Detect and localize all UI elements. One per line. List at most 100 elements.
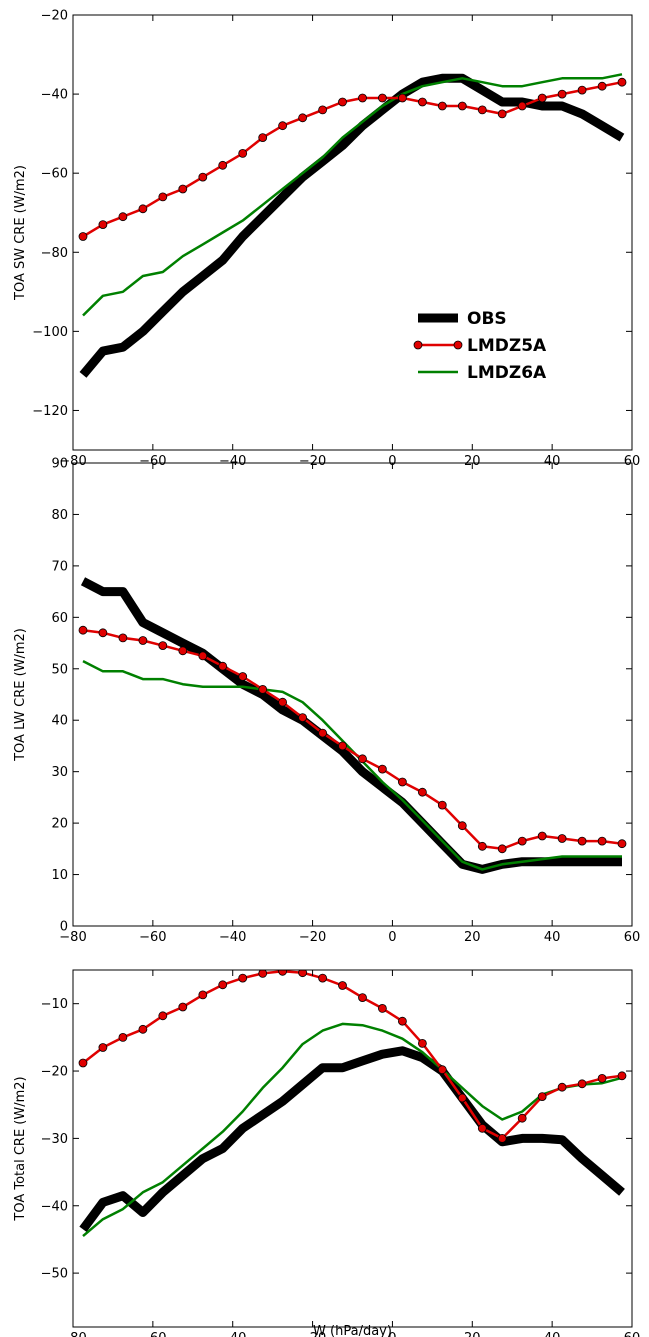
series-line-lmdz6a <box>82 73 623 317</box>
legend-marker <box>453 340 463 350</box>
data-point-lmdz5a <box>437 101 447 111</box>
x-axis-label: W (hPa/day) <box>313 1324 392 1337</box>
y-tick-label: −20 <box>41 1065 68 1080</box>
y-tick-label: −10 <box>41 997 68 1012</box>
data-point-lmdz5a <box>457 821 467 831</box>
data-point-lmdz5a <box>358 754 367 764</box>
legend-label-lmdz6a: LMDZ6A <box>467 363 547 383</box>
data-point-lmdz5a <box>338 741 347 751</box>
y-tick-label: −30 <box>41 1132 68 1147</box>
data-point-lmdz5a <box>457 101 467 111</box>
x-tick-label: 20 <box>464 930 481 945</box>
data-point-lmdz5a <box>557 89 567 99</box>
data-point-lmdz5a <box>198 990 208 1000</box>
data-point-lmdz5a <box>537 93 547 103</box>
chart-panel-1: −80 −60 −40 −20 0 20 40 60 −120 −100 −80 −60 −40 −20 T… <box>13 9 640 470</box>
x-tick-label: 0 <box>388 1331 396 1337</box>
data-point-lmdz5a <box>377 1004 387 1013</box>
data-point-lmdz5a <box>318 973 328 983</box>
data-point-lmdz5a <box>577 1079 587 1089</box>
x-tick-label: −20 <box>299 454 326 469</box>
data-point-lmdz5a <box>497 844 507 854</box>
data-point-lmdz5a <box>298 713 308 722</box>
data-point-lmdz5a <box>218 160 228 170</box>
x-tick-label: −60 <box>139 1331 166 1337</box>
x-tick-label: 40 <box>544 454 561 469</box>
x-tick-label: −60 <box>139 930 166 945</box>
x-tick-label: 20 <box>464 454 481 469</box>
data-point-lmdz5a <box>158 192 168 202</box>
y-tick-label: 20 <box>51 817 68 832</box>
data-point-lmdz5a <box>417 1039 427 1048</box>
data-point-lmdz5a <box>477 841 487 851</box>
y-tick-label: −20 <box>41 9 68 24</box>
data-point-lmdz5a <box>138 1024 148 1034</box>
y-tick-label: −100 <box>32 325 68 340</box>
y-axis-label: TOA SW CRE (W/m2) <box>13 165 28 301</box>
data-point-lmdz5a <box>298 113 308 123</box>
data-point-lmdz5a <box>98 220 108 230</box>
data-point-lmdz5a <box>78 625 88 635</box>
data-point-lmdz5a <box>597 836 607 846</box>
data-point-lmdz5a <box>138 204 148 214</box>
legend-label-lmdz5a: LMDZ5A <box>467 336 547 356</box>
series-group <box>78 970 627 1238</box>
y-tick-label: −50 <box>41 1267 68 1282</box>
data-point-lmdz5a <box>318 728 328 738</box>
series-line-obs <box>80 577 622 874</box>
y-tick-label: 80 <box>51 508 68 523</box>
data-point-lmdz5a <box>437 800 447 810</box>
y-tick-label: −60 <box>41 167 68 182</box>
chart-panel-2: −80 −60 −40 −20 0 20 40 60 0 10 20 30 40 50 60 70 80 90 TO… <box>13 457 640 946</box>
data-point-lmdz5a <box>178 1002 188 1012</box>
x-tick-label: −80 <box>59 454 86 469</box>
series-group <box>78 577 627 874</box>
data-point-lmdz5a <box>278 970 287 976</box>
data-point-lmdz5a <box>517 1113 527 1123</box>
legend: OBS LMDZ5A LMDZ6A <box>413 309 547 383</box>
x-tick-label: −60 <box>139 454 166 469</box>
data-point-lmdz5a <box>118 633 128 643</box>
plot-frame <box>72 969 633 1328</box>
data-point-lmdz5a <box>358 93 367 103</box>
data-point-lmdz5a <box>397 1016 407 1026</box>
x-tick-label: 0 <box>388 930 396 945</box>
data-point-lmdz5a <box>477 105 487 115</box>
x-tick-label: 60 <box>624 1331 641 1337</box>
series-line-obs <box>79 73 625 378</box>
series-line-lmdz5a <box>82 80 623 238</box>
data-point-lmdz5a <box>497 109 507 119</box>
data-point-lmdz5a <box>377 93 387 103</box>
data-point-lmdz5a <box>178 646 188 656</box>
data-point-lmdz5a <box>457 1093 467 1103</box>
data-point-lmdz5a <box>338 981 347 990</box>
y-tick-label: 60 <box>51 611 68 626</box>
x-tick-label: −20 <box>299 1331 326 1337</box>
data-point-lmdz5a <box>617 1071 627 1081</box>
data-point-lmdz5a <box>98 628 108 638</box>
data-point-lmdz5a <box>397 93 407 103</box>
data-point-lmdz5a <box>98 1043 108 1052</box>
x-tick-label: −40 <box>219 1331 246 1337</box>
x-tick-label: 20 <box>464 1331 481 1337</box>
data-point-lmdz5a <box>118 1033 128 1042</box>
data-point-lmdz5a <box>78 1058 88 1068</box>
x-tick-label: 60 <box>624 454 641 469</box>
plot-frame <box>72 14 633 451</box>
data-point-lmdz5a <box>338 97 347 107</box>
x-tick-label: 0 <box>388 454 396 469</box>
y-tick-label: −120 <box>32 404 68 419</box>
x-tick-label: 40 <box>544 1331 561 1337</box>
chart-panel-3: −80 −60 −40 −20 0 20 40 60 −50 −40 −30 −20 −10 TOA To… <box>13 969 641 1337</box>
data-point-lmdz5a <box>497 1134 507 1143</box>
y-tick-label: −40 <box>41 1199 68 1214</box>
data-point-lmdz5a <box>437 1065 447 1075</box>
data-point-lmdz5a <box>218 980 228 990</box>
data-point-lmdz5a <box>278 697 288 707</box>
legend-marker <box>413 340 423 350</box>
data-point-lmdz5a <box>238 973 248 983</box>
data-point-lmdz5a <box>517 836 527 846</box>
x-tick-label: 60 <box>624 930 641 945</box>
plot-frame <box>72 462 633 927</box>
